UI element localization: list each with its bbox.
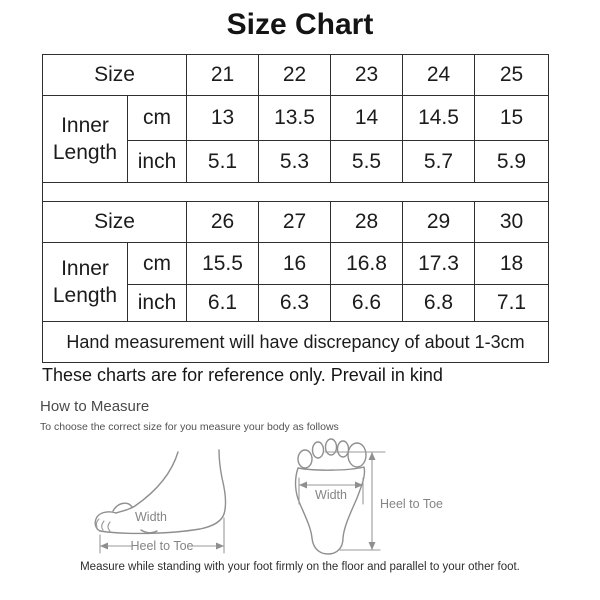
side-heel-to-toe-label: Heel to Toe bbox=[130, 539, 193, 553]
measurement-note: Hand measurement will have discrepancy o… bbox=[41, 321, 550, 363]
table-row: Size 26 27 28 29 30 bbox=[41, 201, 550, 243]
inner-length-header: Inner Length bbox=[42, 95, 128, 183]
size-value: 24 bbox=[402, 54, 476, 96]
table-row: Inner Length cm 13 13.5 14 14.5 15 bbox=[42, 95, 550, 183]
cm-value: 16 bbox=[258, 242, 332, 285]
cm-value: 14.5 bbox=[402, 95, 476, 141]
size-value: 22 bbox=[258, 54, 332, 96]
inch-value: 5.3 bbox=[258, 140, 332, 183]
width-arrow bbox=[298, 477, 364, 505]
side-width-label: Width bbox=[135, 510, 167, 524]
cm-value: 14 bbox=[330, 95, 404, 141]
cm-value: 18 bbox=[474, 242, 550, 285]
size-value: 23 bbox=[330, 54, 404, 96]
size-value: 25 bbox=[474, 54, 550, 96]
size-value: 29 bbox=[402, 201, 476, 243]
cm-value: 13.5 bbox=[258, 95, 332, 141]
size-value: 30 bbox=[474, 201, 550, 243]
table-spacer-row bbox=[41, 182, 550, 202]
page-title: Size Chart bbox=[226, 8, 374, 41]
top-width-label: Width bbox=[315, 488, 347, 502]
measure-caption: Measure while standing with your foot fi… bbox=[80, 561, 520, 573]
inner-length-header: Inner Length bbox=[42, 242, 128, 322]
inch-value: 6.6 bbox=[330, 284, 404, 322]
disclaimer-text: These charts are for reference only. Pre… bbox=[42, 365, 443, 385]
heel-to-toe-arrow bbox=[99, 517, 225, 554]
inch-unit-label: inch bbox=[126, 284, 188, 322]
size-value: 26 bbox=[186, 201, 260, 243]
inch-value: 5.5 bbox=[330, 140, 404, 183]
foot-top-view-illustration: Width Heel to Toe bbox=[294, 438, 443, 555]
size-chart-table: Size 21 22 23 24 25 Inner Length cm 13 1… bbox=[41, 54, 550, 363]
how-to-measure-title: How to Measure bbox=[40, 398, 150, 415]
inch-unit-label: inch bbox=[126, 140, 188, 183]
table-row: Size 21 22 23 24 25 bbox=[41, 54, 550, 96]
table-note-row: Hand measurement will have discrepancy o… bbox=[41, 321, 550, 363]
foot-side-outline bbox=[94, 449, 227, 535]
inch-value: 6.8 bbox=[402, 284, 476, 322]
cm-value: 17.3 bbox=[402, 242, 476, 285]
foot-side-view-illustration: Width Heel to Toe bbox=[94, 449, 227, 554]
size-value: 27 bbox=[258, 201, 332, 243]
inch-value: 5.9 bbox=[474, 140, 550, 183]
top-heel-to-toe-label: Heel to Toe bbox=[380, 497, 443, 511]
cm-unit-label: cm bbox=[126, 95, 188, 141]
size-header: Size bbox=[41, 201, 188, 243]
foot-top-outline bbox=[294, 438, 367, 555]
table-row: inch 5.1 5.3 5.5 5.7 5.9 bbox=[43, 140, 550, 183]
inch-value: 6.1 bbox=[186, 284, 260, 322]
cm-value: 13 bbox=[186, 95, 260, 141]
cm-value: 16.8 bbox=[330, 242, 404, 285]
size-value: 28 bbox=[330, 201, 404, 243]
cm-value: 15 bbox=[474, 95, 550, 141]
size-value: 21 bbox=[186, 54, 260, 96]
table-row: inch 6.1 6.3 6.6 6.8 7.1 bbox=[43, 284, 550, 322]
heel-to-toe-arrow bbox=[324, 451, 386, 551]
table-row: Inner Length cm 15.5 16 16.8 17.3 18 bbox=[42, 242, 550, 322]
size-header: Size bbox=[41, 54, 188, 96]
inch-value: 7.1 bbox=[474, 284, 550, 322]
inch-value: 5.1 bbox=[186, 140, 260, 183]
inch-value: 5.7 bbox=[402, 140, 476, 183]
cm-value: 15.5 bbox=[186, 242, 260, 285]
how-to-measure-subtitle: To choose the correct size for you measu… bbox=[40, 421, 339, 433]
cm-unit-label: cm bbox=[126, 242, 188, 285]
inch-value: 6.3 bbox=[258, 284, 332, 322]
spacer-cell bbox=[41, 182, 550, 202]
